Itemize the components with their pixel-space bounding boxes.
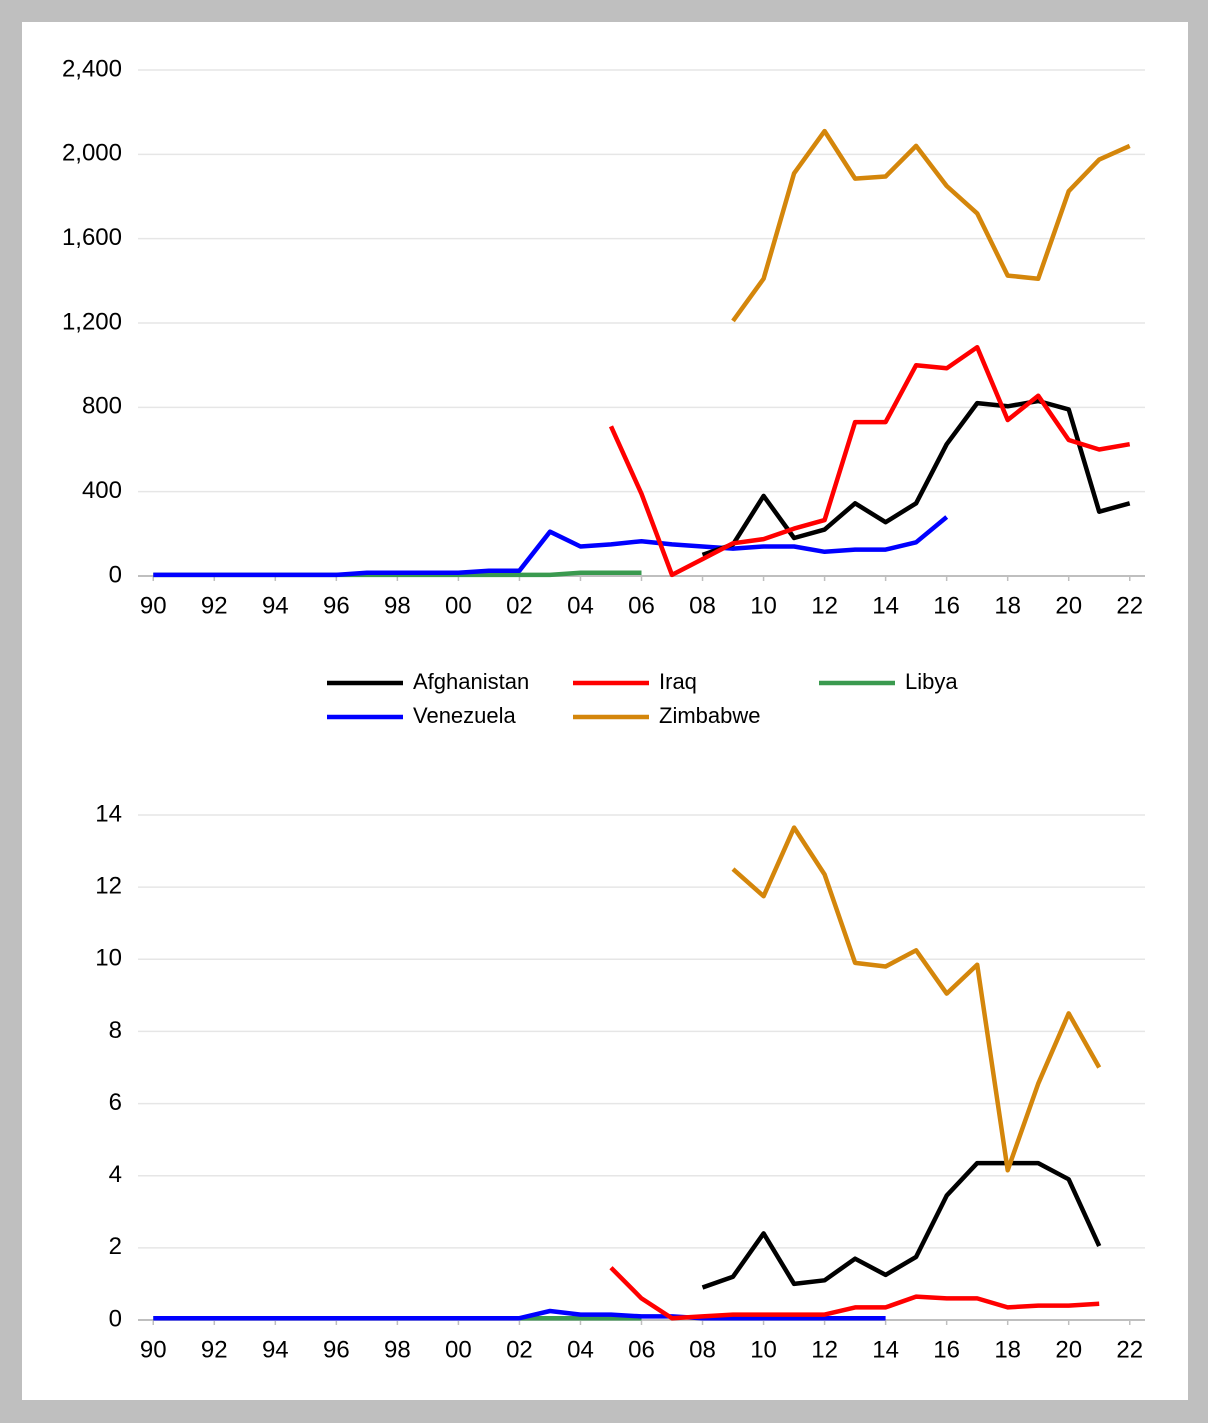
- legend-label: Afghanistan: [413, 669, 529, 694]
- x-tick-label: 04: [567, 592, 594, 619]
- y-tick-label: 800: [82, 393, 122, 420]
- x-tick-label: 00: [445, 592, 472, 619]
- x-tick-label: 12: [811, 1336, 838, 1363]
- x-tick-label: 06: [628, 592, 655, 619]
- x-tick-label: 02: [506, 592, 533, 619]
- x-tick-label: 18: [994, 1336, 1021, 1363]
- series-line: [701, 1160, 1102, 1290]
- x-tick-label: 06: [628, 1336, 655, 1363]
- y-tick-label: 12: [95, 872, 122, 899]
- series-line: [701, 398, 1131, 558]
- x-tick-label: 98: [384, 1336, 411, 1363]
- x-tick-label: 94: [262, 592, 289, 619]
- series-line: [153, 515, 949, 578]
- x-tick-label: 10: [750, 1336, 777, 1363]
- y-tick-label: 2,400: [62, 55, 122, 82]
- x-tick-label: 22: [1116, 1336, 1143, 1363]
- x-tick-label: 20: [1055, 1336, 1082, 1363]
- y-tick-label: 6: [109, 1089, 122, 1116]
- x-tick-label: 18: [994, 592, 1021, 619]
- x-tick-label: 02: [506, 1336, 533, 1363]
- x-tick-label: 08: [689, 592, 716, 619]
- y-tick-label: 1,600: [62, 224, 122, 251]
- legend-label: Zimbabwe: [659, 703, 760, 728]
- x-tick-label: 16: [933, 1336, 960, 1363]
- series-line: [153, 1308, 886, 1321]
- y-tick-label: 4: [109, 1161, 122, 1188]
- x-tick-label: 92: [201, 592, 228, 619]
- y-tick-label: 0: [109, 1305, 122, 1332]
- y-tick-label: 2: [109, 1233, 122, 1260]
- x-tick-label: 92: [201, 1336, 228, 1363]
- x-tick-label: 22: [1116, 592, 1143, 619]
- y-tick-label: 400: [82, 477, 122, 504]
- legend-label: Libya: [905, 669, 958, 694]
- y-tick-label: 10: [95, 945, 122, 972]
- series-line: [731, 825, 1102, 1173]
- x-tick-label: 16: [933, 592, 960, 619]
- x-tick-label: 96: [323, 592, 350, 619]
- y-tick-label: 2,000: [62, 140, 122, 167]
- y-tick-label: 1,200: [62, 308, 122, 335]
- x-tick-label: 14: [872, 1336, 899, 1363]
- series-line: [609, 1266, 1100, 1321]
- x-tick-label: 98: [384, 592, 411, 619]
- y-tick-label: 0: [109, 561, 122, 588]
- x-tick-label: 94: [262, 1336, 289, 1363]
- x-tick-label: 90: [140, 592, 167, 619]
- x-tick-label: 14: [872, 592, 899, 619]
- x-tick-label: 00: [445, 1336, 472, 1363]
- x-tick-label: 04: [567, 1336, 594, 1363]
- x-tick-label: 08: [689, 1336, 716, 1363]
- series-line: [608, 344, 1131, 578]
- x-tick-label: 20: [1055, 592, 1082, 619]
- legend-label: Venezuela: [413, 703, 517, 728]
- series-line: [731, 128, 1131, 323]
- y-tick-label: 14: [95, 800, 122, 827]
- legend-label: Iraq: [659, 669, 697, 694]
- panel: [22, 22, 1188, 1400]
- x-tick-label: 12: [811, 592, 838, 619]
- x-tick-label: 90: [140, 1336, 167, 1363]
- x-tick-label: 96: [323, 1336, 350, 1363]
- y-tick-label: 8: [109, 1017, 122, 1044]
- x-tick-label: 10: [750, 592, 777, 619]
